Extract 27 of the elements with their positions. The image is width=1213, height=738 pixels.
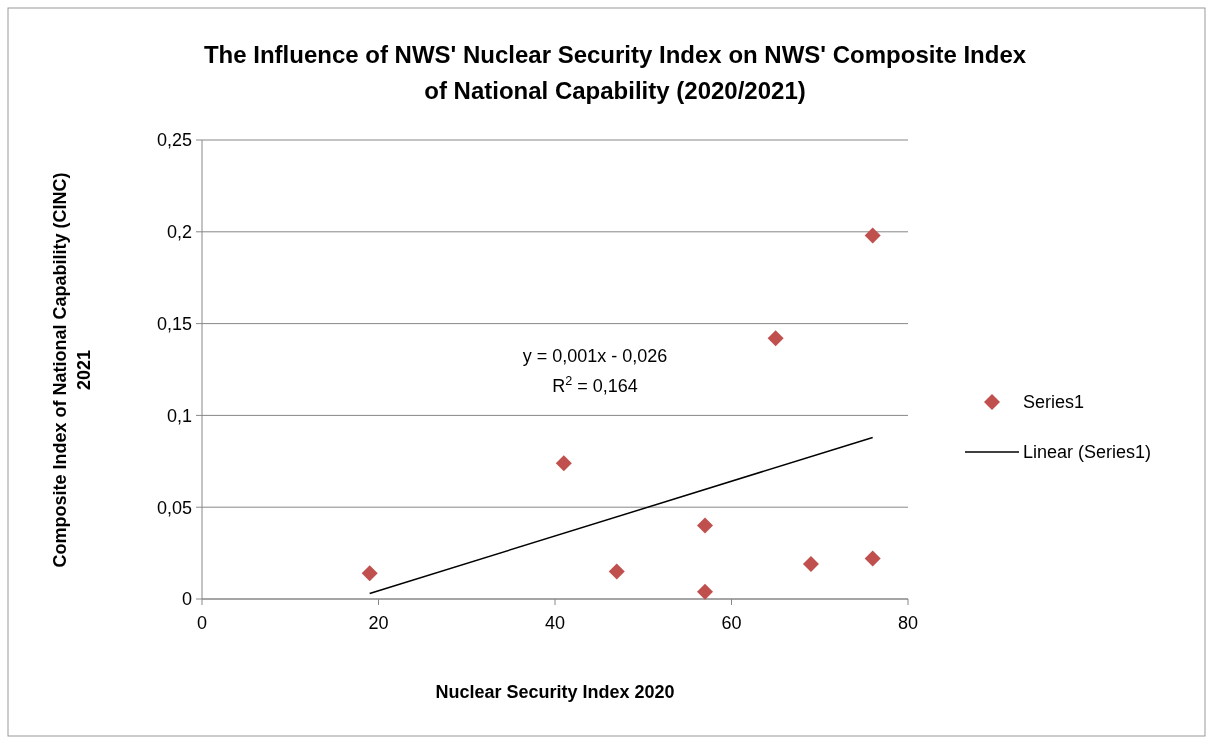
x-tick-label: 20 xyxy=(368,613,389,633)
point xyxy=(697,583,714,600)
point xyxy=(608,563,625,580)
y-tick-label: 0,15 xyxy=(156,313,192,334)
point xyxy=(697,517,714,534)
legend-label: Linear (Series1) xyxy=(1023,442,1152,463)
x-tick-label: 60 xyxy=(721,613,742,633)
point xyxy=(767,330,784,347)
y-axis-title: Composite Index of National Capability (CINC) 2021 xyxy=(50,172,94,568)
point xyxy=(864,227,881,244)
y-tick-label: 0,25 xyxy=(156,130,192,151)
y-tick-label: 0,05 xyxy=(156,497,192,518)
x-tick-label: 80 xyxy=(897,613,919,633)
point xyxy=(361,565,378,582)
y-tick-label: 0,2 xyxy=(166,222,192,243)
annotation: R$^{2}$ = 0,164 xyxy=(552,374,638,396)
y-tick-label: 0 xyxy=(181,589,192,610)
x-axis-title: Nuclear Security Index 2020 xyxy=(435,682,675,702)
point xyxy=(864,550,881,567)
chart-title: The Influence of NWS' Nuclear Security Index on NWS' Composite Index of National Capability (2020/2021) xyxy=(203,41,1027,104)
y-tick-label: 0,1 xyxy=(166,405,192,426)
point xyxy=(555,455,572,472)
x-tick-label: 40 xyxy=(544,613,566,633)
x-tick-label: 0 xyxy=(196,613,208,633)
annotation: y = 0,001x - 0,026 xyxy=(522,346,668,366)
point xyxy=(802,556,819,573)
legend-label: Series1 xyxy=(1023,392,1085,413)
